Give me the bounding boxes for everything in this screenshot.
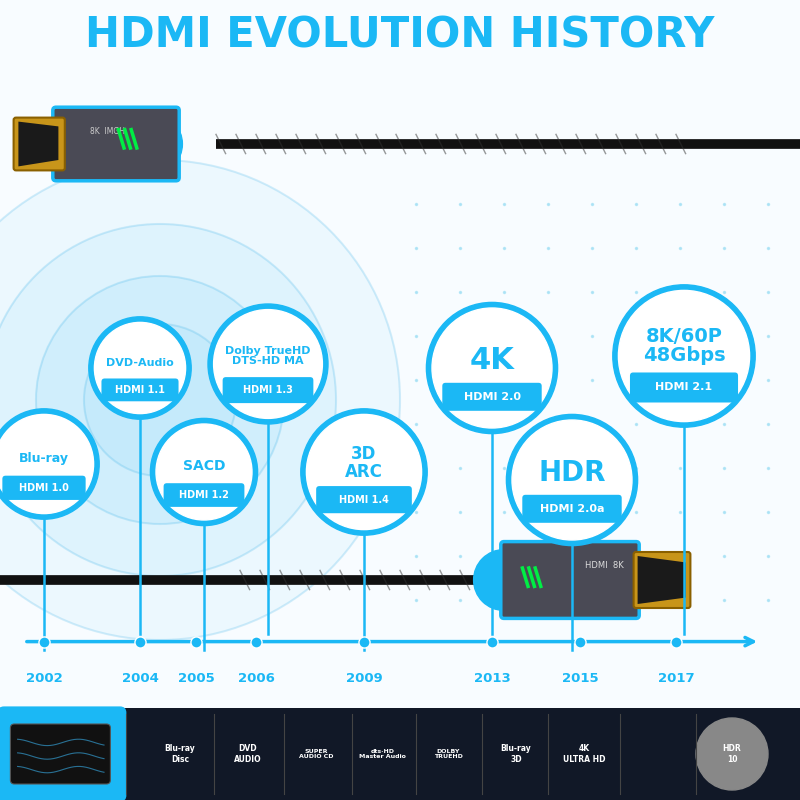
Circle shape (156, 424, 252, 520)
Circle shape (613, 285, 755, 427)
Circle shape (36, 276, 284, 524)
Text: HDMI 1.3: HDMI 1.3 (243, 385, 293, 395)
FancyBboxPatch shape (102, 378, 178, 402)
Text: DOLBY
TRUEHD: DOLBY TRUEHD (434, 749, 462, 759)
Circle shape (214, 310, 322, 418)
Circle shape (0, 409, 99, 519)
Circle shape (0, 414, 94, 514)
Circle shape (306, 414, 422, 530)
Text: SACD: SACD (182, 459, 226, 474)
FancyBboxPatch shape (0, 708, 800, 800)
Text: HDMI 1.1: HDMI 1.1 (115, 385, 165, 395)
Text: HDR
10: HDR 10 (722, 744, 742, 764)
Text: HDMI 2.0: HDMI 2.0 (463, 392, 521, 402)
Circle shape (208, 304, 328, 424)
Circle shape (432, 308, 552, 428)
FancyBboxPatch shape (316, 486, 412, 514)
FancyBboxPatch shape (164, 483, 245, 507)
Text: Blu-ray
Disc: Blu-ray Disc (165, 744, 195, 764)
Text: DVD-Audio: DVD-Audio (106, 358, 174, 367)
FancyBboxPatch shape (0, 706, 126, 800)
Text: HDMI 1.2: HDMI 1.2 (179, 490, 229, 500)
Text: SUPER
AUDIO CD: SUPER AUDIO CD (298, 749, 334, 759)
Circle shape (506, 414, 638, 546)
Text: 3D
ARC: 3D ARC (345, 446, 383, 482)
Circle shape (0, 224, 336, 576)
Circle shape (150, 418, 258, 526)
Text: 2017: 2017 (658, 672, 694, 685)
Circle shape (89, 317, 191, 419)
FancyBboxPatch shape (10, 724, 110, 784)
Text: 8K/60P
48Gbps: 8K/60P 48Gbps (642, 327, 726, 365)
FancyBboxPatch shape (522, 494, 622, 523)
FancyBboxPatch shape (14, 118, 65, 170)
Circle shape (696, 718, 768, 790)
Circle shape (94, 322, 186, 414)
Text: DVD
AUDIO: DVD AUDIO (234, 744, 262, 764)
FancyBboxPatch shape (634, 552, 690, 608)
Text: Dolby TrueHD
DTS-HD MA: Dolby TrueHD DTS-HD MA (226, 346, 310, 366)
Text: Blu-ray
3D: Blu-ray 3D (501, 744, 531, 764)
FancyBboxPatch shape (2, 476, 86, 500)
Text: HDMI 1.0: HDMI 1.0 (19, 483, 69, 493)
Polygon shape (18, 122, 58, 166)
Text: HDR: HDR (538, 458, 606, 486)
Text: 2013: 2013 (474, 672, 510, 685)
Text: dts·HD
Master Audio: dts·HD Master Audio (359, 749, 406, 759)
Text: 2002: 2002 (26, 672, 62, 685)
Text: 2004: 2004 (122, 672, 158, 685)
Polygon shape (638, 556, 686, 604)
Circle shape (426, 302, 558, 434)
Circle shape (512, 420, 632, 540)
Text: 4K
ULTRA HD: 4K ULTRA HD (562, 744, 606, 764)
Text: 2015: 2015 (562, 672, 598, 685)
Text: 8K  IMGH: 8K IMGH (90, 127, 126, 137)
Text: 2005: 2005 (178, 672, 214, 685)
Text: HDMI  8K: HDMI 8K (585, 561, 623, 570)
Circle shape (0, 160, 400, 640)
Text: 2009: 2009 (346, 672, 382, 685)
Circle shape (301, 409, 427, 535)
Circle shape (474, 550, 534, 610)
FancyBboxPatch shape (630, 373, 738, 402)
Text: HDMI 1.4: HDMI 1.4 (339, 494, 389, 505)
FancyBboxPatch shape (501, 542, 639, 618)
Text: 2006: 2006 (238, 672, 274, 685)
Circle shape (122, 114, 182, 174)
Text: 4K: 4K (470, 346, 514, 375)
FancyBboxPatch shape (222, 377, 314, 403)
Circle shape (618, 290, 750, 422)
FancyBboxPatch shape (442, 383, 542, 411)
FancyBboxPatch shape (53, 107, 179, 181)
Circle shape (84, 324, 236, 476)
Text: HDMI EVOLUTION HISTORY: HDMI EVOLUTION HISTORY (86, 15, 714, 57)
Text: Blu-ray: Blu-ray (19, 451, 69, 465)
Text: HDMI 2.0a: HDMI 2.0a (540, 504, 604, 514)
Text: HDMI 2.1: HDMI 2.1 (655, 382, 713, 393)
